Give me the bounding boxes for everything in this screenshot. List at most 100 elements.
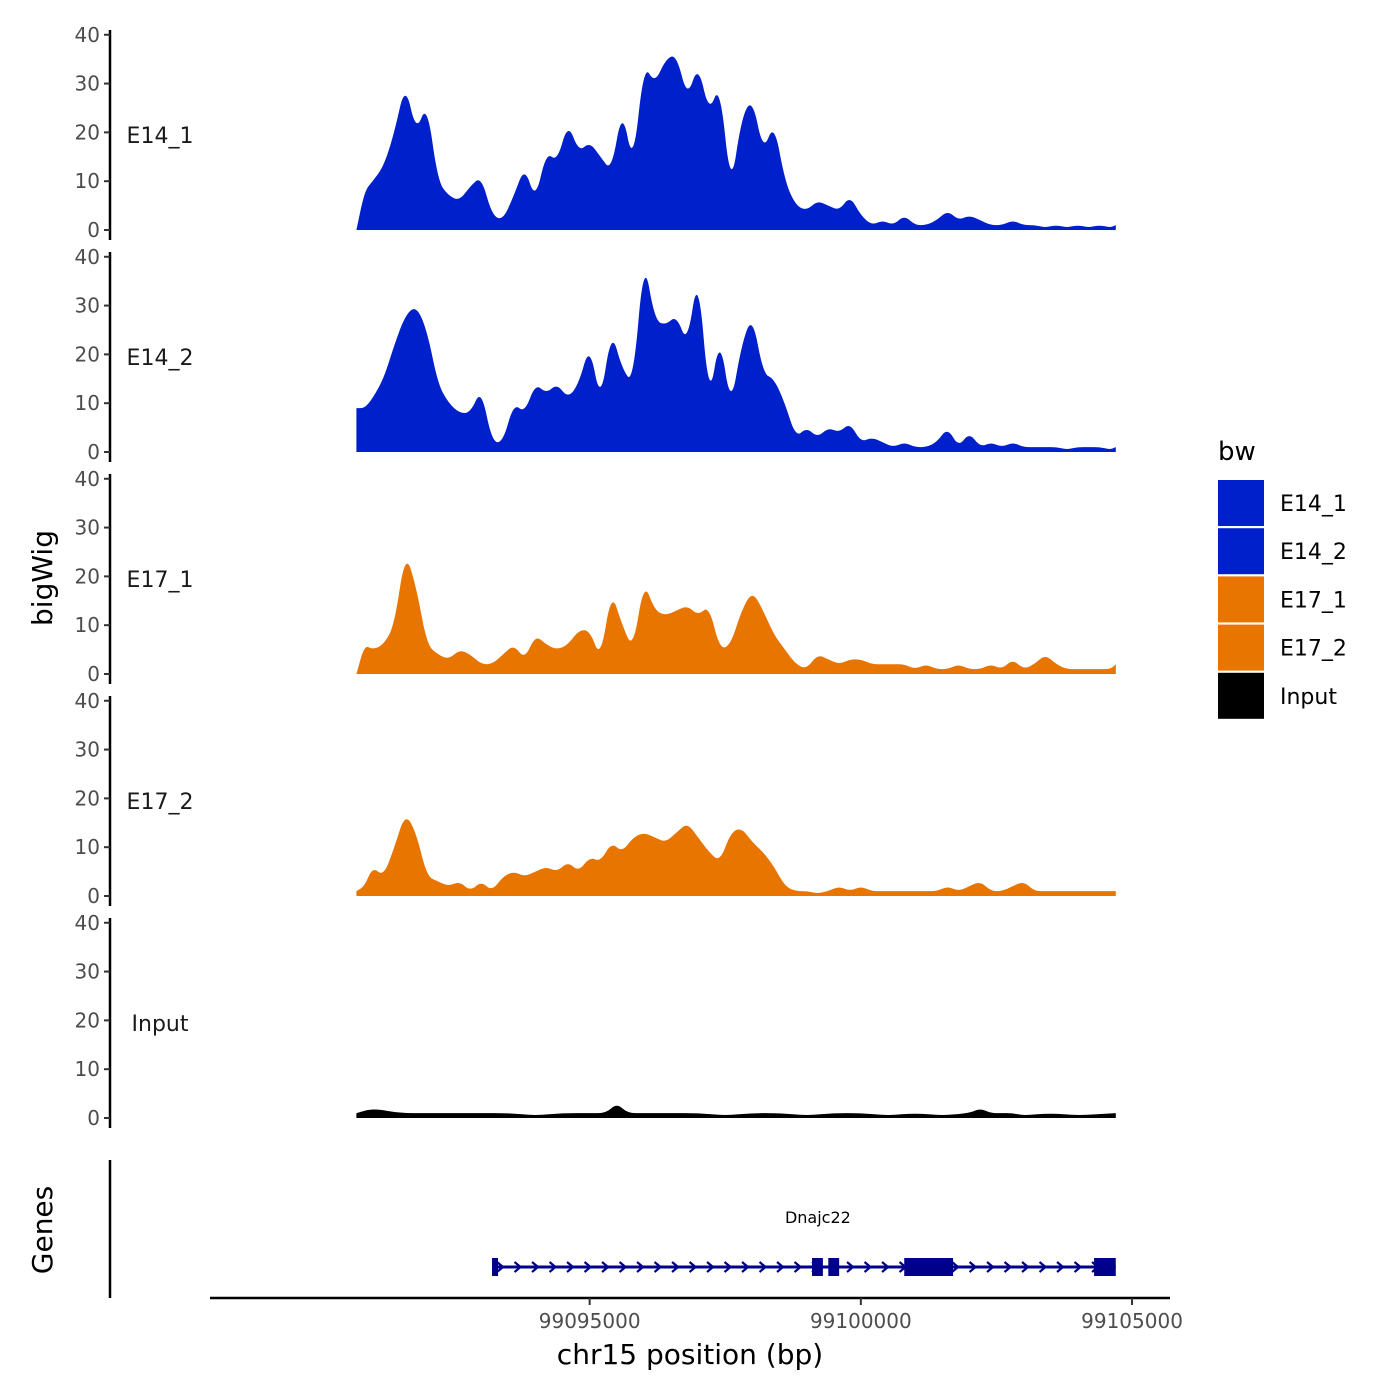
strand-arrow — [968, 1261, 978, 1273]
y-tick-label: 0 — [87, 884, 100, 908]
legend-item-e17-2: E17_2 — [1218, 624, 1347, 671]
y-tick-label: 0 — [87, 1106, 100, 1130]
exon-block — [904, 1258, 954, 1276]
y-tick-label: 10 — [75, 1057, 100, 1081]
legend-swatch — [1218, 624, 1264, 671]
strand-arrow — [601, 1261, 610, 1273]
strand-arrow — [846, 1261, 855, 1273]
y-tick-label: 10 — [75, 169, 100, 193]
y-tick-label: 40 — [75, 911, 100, 935]
y-tick-label: 20 — [75, 786, 100, 810]
y-tick-label: 10 — [75, 613, 100, 637]
y-tick-label: 10 — [75, 835, 100, 859]
area-e17-1 — [356, 563, 1116, 674]
legend-swatch — [1218, 576, 1264, 623]
strand-arrow — [776, 1261, 785, 1273]
strand-arrow — [566, 1261, 575, 1273]
x-tick-label: 99095000 — [539, 1309, 641, 1333]
track-e14-2: 0 10 20 30 40 E14_2 — [75, 245, 1116, 464]
y-tick-label: 40 — [75, 23, 100, 47]
y-tick-label: 30 — [75, 294, 100, 318]
track-e17-1: 0 10 20 30 40 E17_1 — [75, 467, 1116, 686]
track-label-input: Input — [132, 1012, 189, 1037]
y-tick-label: 20 — [75, 120, 100, 144]
legend-item-e14-2: E14_2 — [1218, 528, 1347, 575]
strand-arrow — [653, 1261, 663, 1273]
legend-title: bw — [1218, 437, 1256, 467]
gene-name-label: Dnajc22 — [785, 1208, 851, 1227]
exon-block — [1094, 1258, 1116, 1276]
x-axis: 99095000 99100000 99105000 — [210, 1296, 1183, 1333]
y-tick-label: 30 — [75, 738, 100, 762]
y-tick-label: 40 — [75, 467, 100, 491]
strand-arrow — [1056, 1261, 1065, 1273]
legend-label: E17_2 — [1280, 637, 1347, 662]
y-tick-label: 30 — [75, 72, 100, 96]
y-tick-label: 40 — [75, 689, 100, 713]
strand-arrow — [531, 1261, 540, 1273]
track-label-e17-2: E17_2 — [127, 790, 194, 815]
exon-block — [812, 1258, 823, 1276]
legend-item-e14-1: E14_1 — [1218, 480, 1347, 526]
track-label-e14-1: E14_1 — [127, 124, 194, 149]
x-tick-label: 99100000 — [810, 1309, 912, 1333]
y-tick-label: 30 — [75, 960, 100, 984]
legend-label: E17_1 — [1280, 588, 1347, 613]
gene-track: Dnajc22 — [108, 1160, 1116, 1298]
genes-track-title: Genes — [26, 1186, 59, 1274]
track-label-e14-2: E14_2 — [127, 346, 194, 371]
y-tick-label: 20 — [75, 564, 100, 588]
legend: bw E14_1 E14_2 E17_1 E17_2 Input — [1218, 437, 1347, 719]
strand-arrow — [496, 1261, 505, 1273]
signal-tracks: 0 10 20 30 40 E14_1 0 10 20 30 40 E14_2 0 10 20 30 40 E17… — [75, 23, 1116, 1130]
x-axis-title: chr15 position (bp) — [557, 1338, 823, 1371]
strand-arrow — [758, 1261, 768, 1273]
y-tick-label: 0 — [87, 218, 100, 242]
exon-block — [492, 1258, 499, 1276]
y-tick-label: 10 — [75, 391, 100, 415]
legend-item-input: Input — [1218, 672, 1337, 719]
strand-arrow — [1073, 1261, 1083, 1273]
strand-arrow — [863, 1261, 873, 1273]
area-e14-2 — [356, 277, 1116, 452]
legend-item-e17-1: E17_1 — [1218, 576, 1347, 623]
track-e14-1: 0 10 20 30 40 E14_1 — [75, 23, 1116, 242]
strand-arrow — [881, 1261, 890, 1273]
strand-arrow — [741, 1261, 750, 1273]
legend-swatch — [1218, 672, 1264, 719]
gene-dnajc22: Dnajc22 — [492, 1208, 1116, 1276]
track-e17-2: 0 10 20 30 40 E17_2 — [75, 689, 1116, 908]
strand-arrow — [636, 1261, 645, 1273]
y-tick-label: 0 — [87, 440, 100, 464]
legend-label: E14_2 — [1280, 540, 1347, 565]
y-axis-title: bigWig — [26, 530, 59, 626]
strand-arrow — [951, 1261, 960, 1273]
strand-arrow — [793, 1261, 803, 1273]
legend-label: Input — [1280, 685, 1337, 710]
legend-swatch — [1218, 480, 1264, 526]
y-tick-label: 20 — [75, 342, 100, 366]
strand-arrow — [671, 1261, 680, 1273]
strand-arrow — [583, 1261, 593, 1273]
area-input — [356, 1105, 1116, 1118]
strand-arrow — [986, 1261, 995, 1273]
area-e14-1 — [356, 56, 1116, 231]
strand-arrow — [1038, 1261, 1048, 1273]
track-label-e17-1: E17_1 — [127, 568, 194, 593]
y-tick-label: 30 — [75, 516, 100, 540]
strand-arrow — [723, 1261, 733, 1273]
x-tick-label: 99105000 — [1081, 1309, 1183, 1333]
strand-arrow — [1021, 1261, 1030, 1273]
strand-arrow — [548, 1261, 558, 1273]
strand-arrow — [706, 1261, 715, 1273]
y-tick-label: 40 — [75, 245, 100, 269]
legend-swatch — [1218, 528, 1264, 575]
track-input: 0 10 20 30 40 Input — [75, 911, 1116, 1130]
area-e17-2 — [356, 819, 1116, 896]
strand-arrow — [513, 1261, 523, 1273]
strand-arrow — [1003, 1261, 1013, 1273]
y-tick-label: 20 — [75, 1008, 100, 1032]
legend-label: E14_1 — [1280, 492, 1347, 517]
exon-block — [828, 1258, 840, 1276]
